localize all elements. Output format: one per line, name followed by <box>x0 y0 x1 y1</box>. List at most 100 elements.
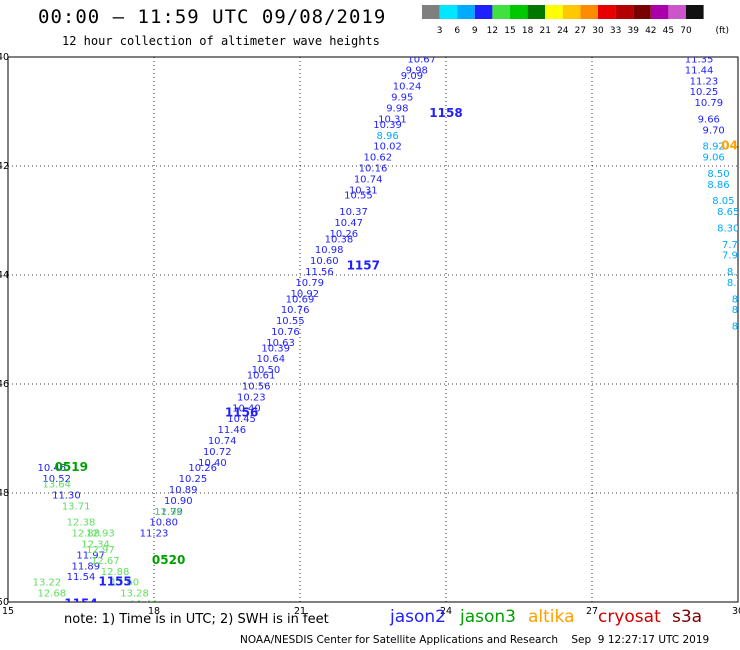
colorbar-label: 27 <box>575 26 586 36</box>
data-point-value: 10.26 <box>329 229 358 240</box>
x-tick-label: 21 <box>294 606 306 617</box>
colorbar-label: 39 <box>627 26 639 36</box>
data-point-value: 12.38 <box>67 518 96 529</box>
y-tick-label: -42 <box>0 161 9 172</box>
colorbar-label: 18 <box>522 26 534 36</box>
data-point-value: 12.67 <box>91 556 120 567</box>
data-point-value: 9.98 <box>406 65 428 76</box>
colorbar-swatch <box>615 5 634 19</box>
data-point-value: 11.46 <box>218 425 247 436</box>
legend-jason3: jason3 <box>460 607 516 627</box>
colorbar-swatch <box>422 5 440 19</box>
data-point-value: 8.16 <box>727 278 740 289</box>
data-point-value: 10.24 <box>393 82 422 93</box>
pass-time-label: 1158 <box>429 106 462 120</box>
data-point-value: 11.89 <box>72 561 101 572</box>
colorbar-swatch <box>580 5 598 19</box>
y-tick-label: -48 <box>0 488 9 499</box>
colorbar-swatch <box>562 5 581 19</box>
data-point-value: 8.30 <box>717 223 739 234</box>
colorbar-swatch <box>598 5 616 19</box>
data-point-value: 10.60 <box>310 256 339 267</box>
y-tick-label: -44 <box>0 270 9 281</box>
colorbar-label: 6 <box>454 26 460 36</box>
data-point-value: 8.65 <box>717 207 739 218</box>
data-point-value: 10.39 <box>373 120 402 131</box>
colorbar-label: 21 <box>539 26 550 36</box>
credit-line: NOAA/NESDIS Center for Satellite Applica… <box>240 634 710 646</box>
colorbar-swatch <box>510 5 528 19</box>
data-point-value: 12.88 <box>101 567 130 578</box>
data-point-value: 10.25 <box>690 87 719 98</box>
data-point-value: 10.31 <box>378 114 407 125</box>
data-point-value: 10.56 <box>242 381 271 392</box>
colorbar-label: 33 <box>610 26 621 36</box>
data-point-value: 10.74 <box>208 436 237 447</box>
data-point-value: 8.86 <box>707 180 729 191</box>
legend-altika: altika <box>528 607 575 627</box>
data-point-value: 8.32 <box>732 294 740 305</box>
data-point-value: 10.64 <box>256 354 285 365</box>
colorbar-label: 15 <box>504 26 515 36</box>
data-point-value: 10.02 <box>373 142 402 153</box>
data-point-value: 11.23 <box>690 76 719 87</box>
data-point-value: 10.98 <box>315 245 344 256</box>
data-point-value: 12.88 <box>72 529 101 540</box>
data-point-value: 10.39 <box>261 343 290 354</box>
pass-time-label: 0519 <box>55 460 88 474</box>
data-point-value: 13.71 <box>62 501 91 512</box>
data-point-value: 11.54 <box>67 572 96 583</box>
colorbar-label: 30 <box>592 26 604 36</box>
data-point-value: 8.96 <box>376 131 398 142</box>
data-point-value: 11.35 <box>685 54 714 65</box>
data-point-value: 13.22 <box>33 578 62 589</box>
data-point-value: 9.66 <box>698 114 720 125</box>
x-tick-label: 15 <box>2 606 14 617</box>
data-point-value: 10.55 <box>276 316 305 327</box>
legend-s3a: s3a <box>672 607 703 627</box>
data-point-value: 8.50 <box>707 169 729 180</box>
pass-time-label: 1154 <box>64 596 97 610</box>
data-point-value: 10.55 <box>344 191 373 202</box>
legend-cryosat: cryosat <box>598 607 661 627</box>
data-point-value: 11.97 <box>76 550 105 561</box>
data-point-value: 8.92 <box>703 142 725 153</box>
colorbar-swatch <box>686 5 704 19</box>
data-point-value: 10.40 <box>198 458 227 469</box>
colorbar-swatch <box>650 5 669 19</box>
colorbar-swatch <box>457 5 475 19</box>
x-tick-label: 27 <box>586 606 598 617</box>
footnote: note: 1) Time is in UTC; 2) SWH is in fe… <box>64 612 329 627</box>
colorbar-label: 24 <box>557 26 569 36</box>
colorbar-swatch <box>633 5 651 19</box>
data-point-value: 8.05 <box>712 196 734 207</box>
colorbar-label: 42 <box>645 26 656 36</box>
x-tick-label: 18 <box>148 606 160 617</box>
y-tick-label: -40 <box>0 52 9 63</box>
data-point-value: 10.26 <box>188 463 217 474</box>
page-title: 00:00 – 11:59 UTC 09/08/2019 <box>38 6 387 28</box>
y-tick-label: -46 <box>0 379 9 390</box>
data-point-value: 10.47 <box>334 218 363 229</box>
colorbar-swatch <box>492 5 510 19</box>
data-point-value: 10.79 <box>694 98 723 109</box>
data-point-value: 10.90 <box>164 496 193 507</box>
data-point-value: 12.68 <box>37 589 66 600</box>
data-point-value: 10.80 <box>149 518 178 529</box>
pass-time-label: 1157 <box>347 259 380 273</box>
data-point-value: 12.93 <box>86 529 115 540</box>
data-point-value: 11.23 <box>140 529 169 540</box>
data-point-value: 10.76 <box>281 305 310 316</box>
colorbar-legend: 3 6 9 12 15 18 21 24 27 30 33 39 42 45 70 (ft) <box>422 5 729 36</box>
data-point-value: 10.23 <box>237 392 266 403</box>
data-point-value: 10.38 <box>325 234 354 245</box>
pass-time-label: 0520 <box>152 553 185 567</box>
colorbar-label: 70 <box>680 26 692 36</box>
data-point-value: 10.61 <box>247 371 276 382</box>
data-point-value: 10.89 <box>169 485 198 496</box>
colorbar-label: 12 <box>487 26 498 36</box>
data-point-value: 12.97 <box>86 545 115 556</box>
pass-time-label: 1155 <box>98 575 131 589</box>
data-point-value: 10.37 <box>339 207 368 218</box>
data-point-value: 12.82 <box>130 599 159 610</box>
